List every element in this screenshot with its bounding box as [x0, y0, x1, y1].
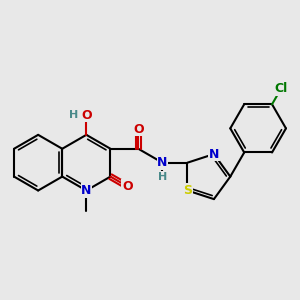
Text: N: N [209, 148, 219, 160]
Text: N: N [81, 184, 92, 197]
Text: Cl: Cl [274, 82, 288, 95]
Text: N: N [157, 156, 168, 169]
Text: O: O [122, 180, 133, 193]
Text: H: H [158, 172, 167, 182]
Text: O: O [81, 109, 92, 122]
Text: S: S [183, 184, 192, 197]
Text: H: H [69, 110, 79, 120]
Text: O: O [133, 123, 144, 136]
